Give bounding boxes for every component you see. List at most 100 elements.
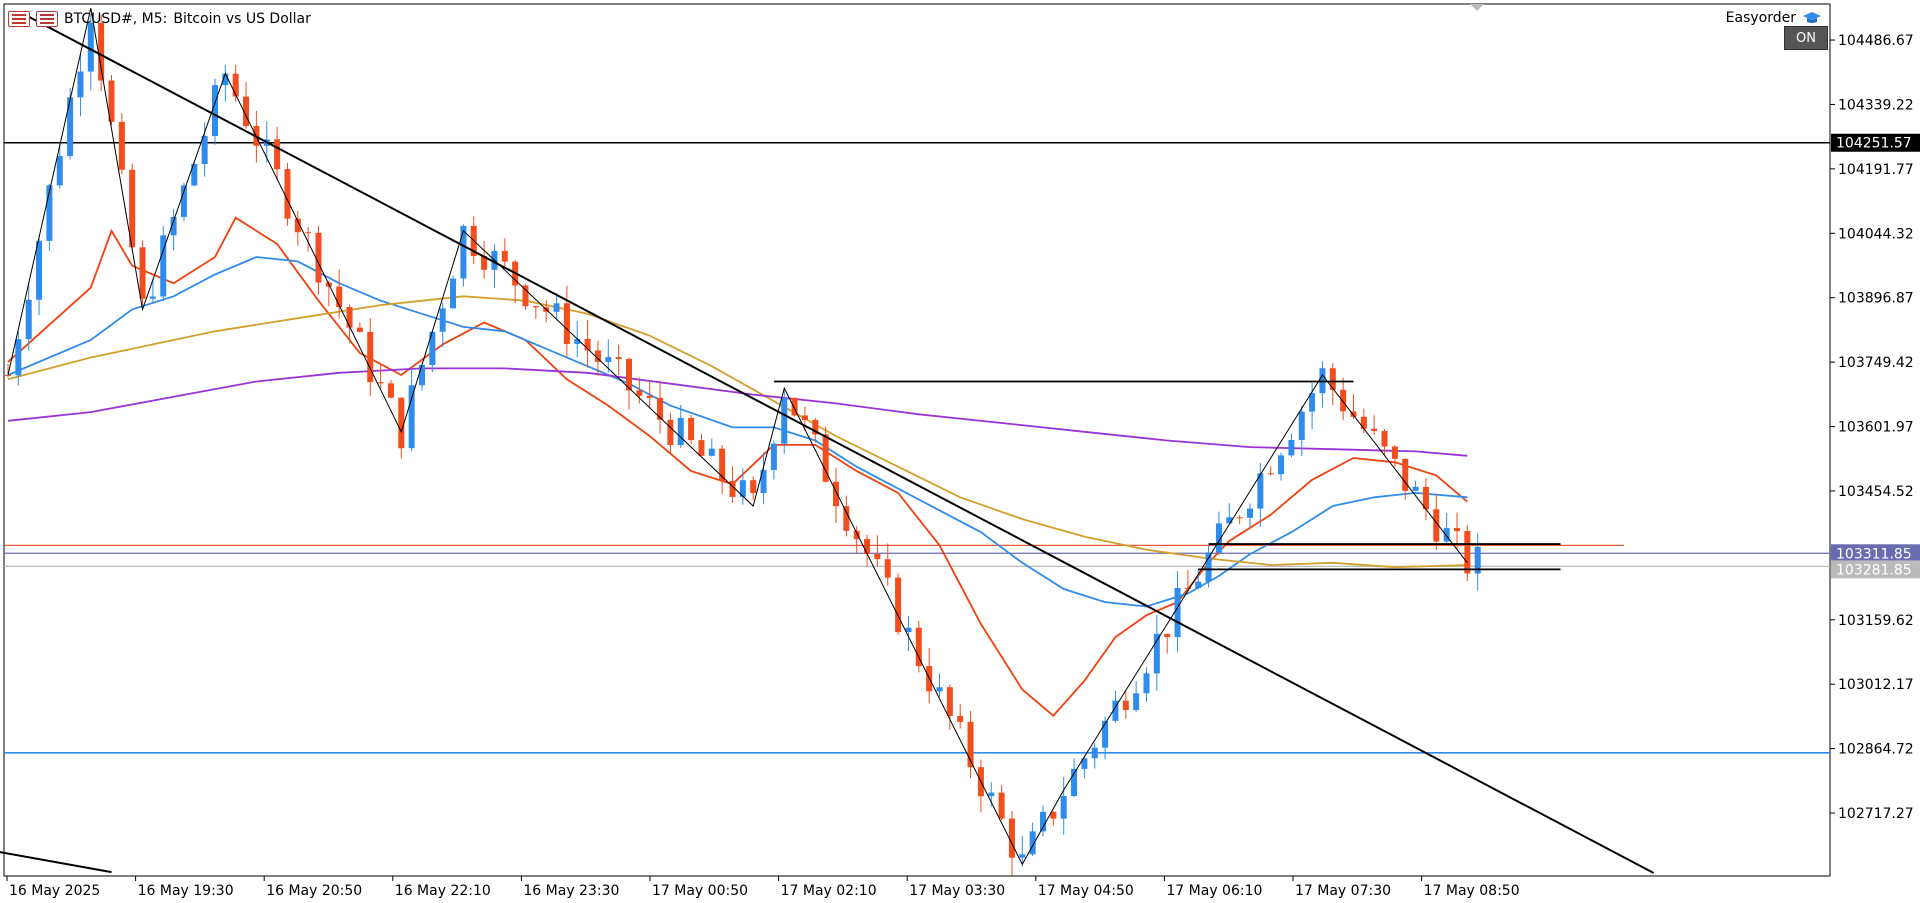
candle: [1360, 408, 1367, 434]
candle: [501, 238, 508, 267]
candle: [936, 673, 943, 697]
candle: [739, 468, 746, 505]
chart-window-icon-alt[interactable]: [36, 11, 58, 27]
candle: [1278, 452, 1285, 481]
candle-body: [1153, 633, 1160, 674]
x-tick-label: 16 May 2025: [9, 883, 100, 899]
candle-body: [149, 296, 156, 299]
candle-body: [212, 85, 218, 136]
candle-body: [791, 397, 798, 416]
expert-name: Easyorder: [1725, 10, 1796, 26]
candle: [87, 14, 94, 91]
candle-body: [698, 440, 705, 456]
candle: [305, 226, 312, 252]
candle-body: [346, 307, 353, 328]
candle-body: [1112, 700, 1119, 721]
candle: [605, 339, 612, 373]
candle-body: [1381, 431, 1388, 447]
candle: [1443, 513, 1450, 544]
candle: [139, 240, 146, 306]
candle-body: [1422, 486, 1429, 510]
candle: [77, 53, 84, 117]
candle-body: [532, 306, 539, 308]
candle-body: [139, 247, 146, 299]
candle: [1153, 614, 1160, 691]
candle-body: [284, 169, 291, 219]
candle: [5, 363, 11, 378]
candle-body: [160, 235, 167, 297]
candle: [957, 704, 964, 729]
candle-body: [781, 397, 788, 444]
candle-body: [1247, 508, 1253, 518]
candle-body: [243, 96, 250, 127]
candle: [1267, 466, 1274, 476]
candle-body: [657, 397, 664, 420]
candle-body: [46, 185, 53, 241]
candle-body: [1474, 546, 1481, 574]
candle: [98, 14, 105, 92]
candle-body: [895, 577, 902, 633]
candle-body: [1433, 509, 1440, 542]
symbol-label: BTCUSD#, M5:: [64, 11, 168, 27]
candle-body: [864, 539, 871, 555]
candle: [315, 225, 322, 295]
candle-body: [222, 73, 229, 86]
candle: [874, 535, 881, 567]
main-downtrend-line: [28, 15, 1655, 874]
price-label-box: [1831, 133, 1920, 152]
candle: [1050, 810, 1057, 826]
candle-body: [274, 139, 281, 170]
candle: [1391, 445, 1398, 467]
candle-body: [667, 419, 674, 446]
candle-body: [56, 156, 63, 186]
y-tick-label: 103749.42: [1838, 355, 1914, 371]
candle: [356, 322, 363, 333]
candle: [439, 302, 446, 348]
candle-body: [129, 169, 136, 248]
price-label-box: [1831, 560, 1920, 579]
y-tick-label: 103896.87: [1838, 291, 1914, 307]
candle-body: [25, 299, 32, 340]
candle-body: [1288, 440, 1295, 456]
candle-body: [636, 390, 643, 396]
candle: [419, 363, 425, 391]
candle: [1195, 569, 1202, 590]
candle: [1019, 836, 1026, 867]
candle: [626, 357, 632, 410]
ask-price: 103311.85: [1836, 546, 1912, 562]
candle: [967, 710, 974, 779]
candle: [274, 126, 281, 181]
candle-body: [1184, 587, 1191, 589]
candle: [108, 74, 115, 126]
candle-body: [460, 225, 467, 279]
candle: [1060, 776, 1067, 835]
x-tick-label: 17 May 04:50: [1038, 883, 1134, 899]
candle: [408, 368, 415, 452]
candle: [1226, 503, 1233, 524]
x-tick-label: 16 May 19:30: [138, 883, 234, 899]
candle-body: [708, 448, 715, 456]
candle: [760, 452, 767, 505]
candle-body: [1215, 523, 1222, 553]
candle: [781, 389, 788, 454]
candle-body: [429, 331, 436, 366]
candle: [926, 647, 933, 704]
candle-body: [1195, 581, 1202, 589]
candle: [688, 414, 695, 445]
expert-advisor[interactable]: Easyorder: [1726, 10, 1822, 26]
chart-shift-marker: [1470, 4, 1484, 11]
candle: [36, 235, 43, 316]
candle-body: [843, 506, 850, 531]
candle: [584, 319, 591, 368]
candle-body: [191, 163, 198, 186]
candle: [180, 182, 187, 222]
candle-body: [336, 286, 343, 308]
candle: [481, 241, 488, 279]
expert-status-badge[interactable]: ON: [1784, 26, 1828, 50]
candle-body: [1464, 531, 1471, 574]
candle: [1184, 569, 1191, 589]
candle: [1474, 533, 1481, 591]
chart-window-icon[interactable]: [8, 11, 30, 27]
